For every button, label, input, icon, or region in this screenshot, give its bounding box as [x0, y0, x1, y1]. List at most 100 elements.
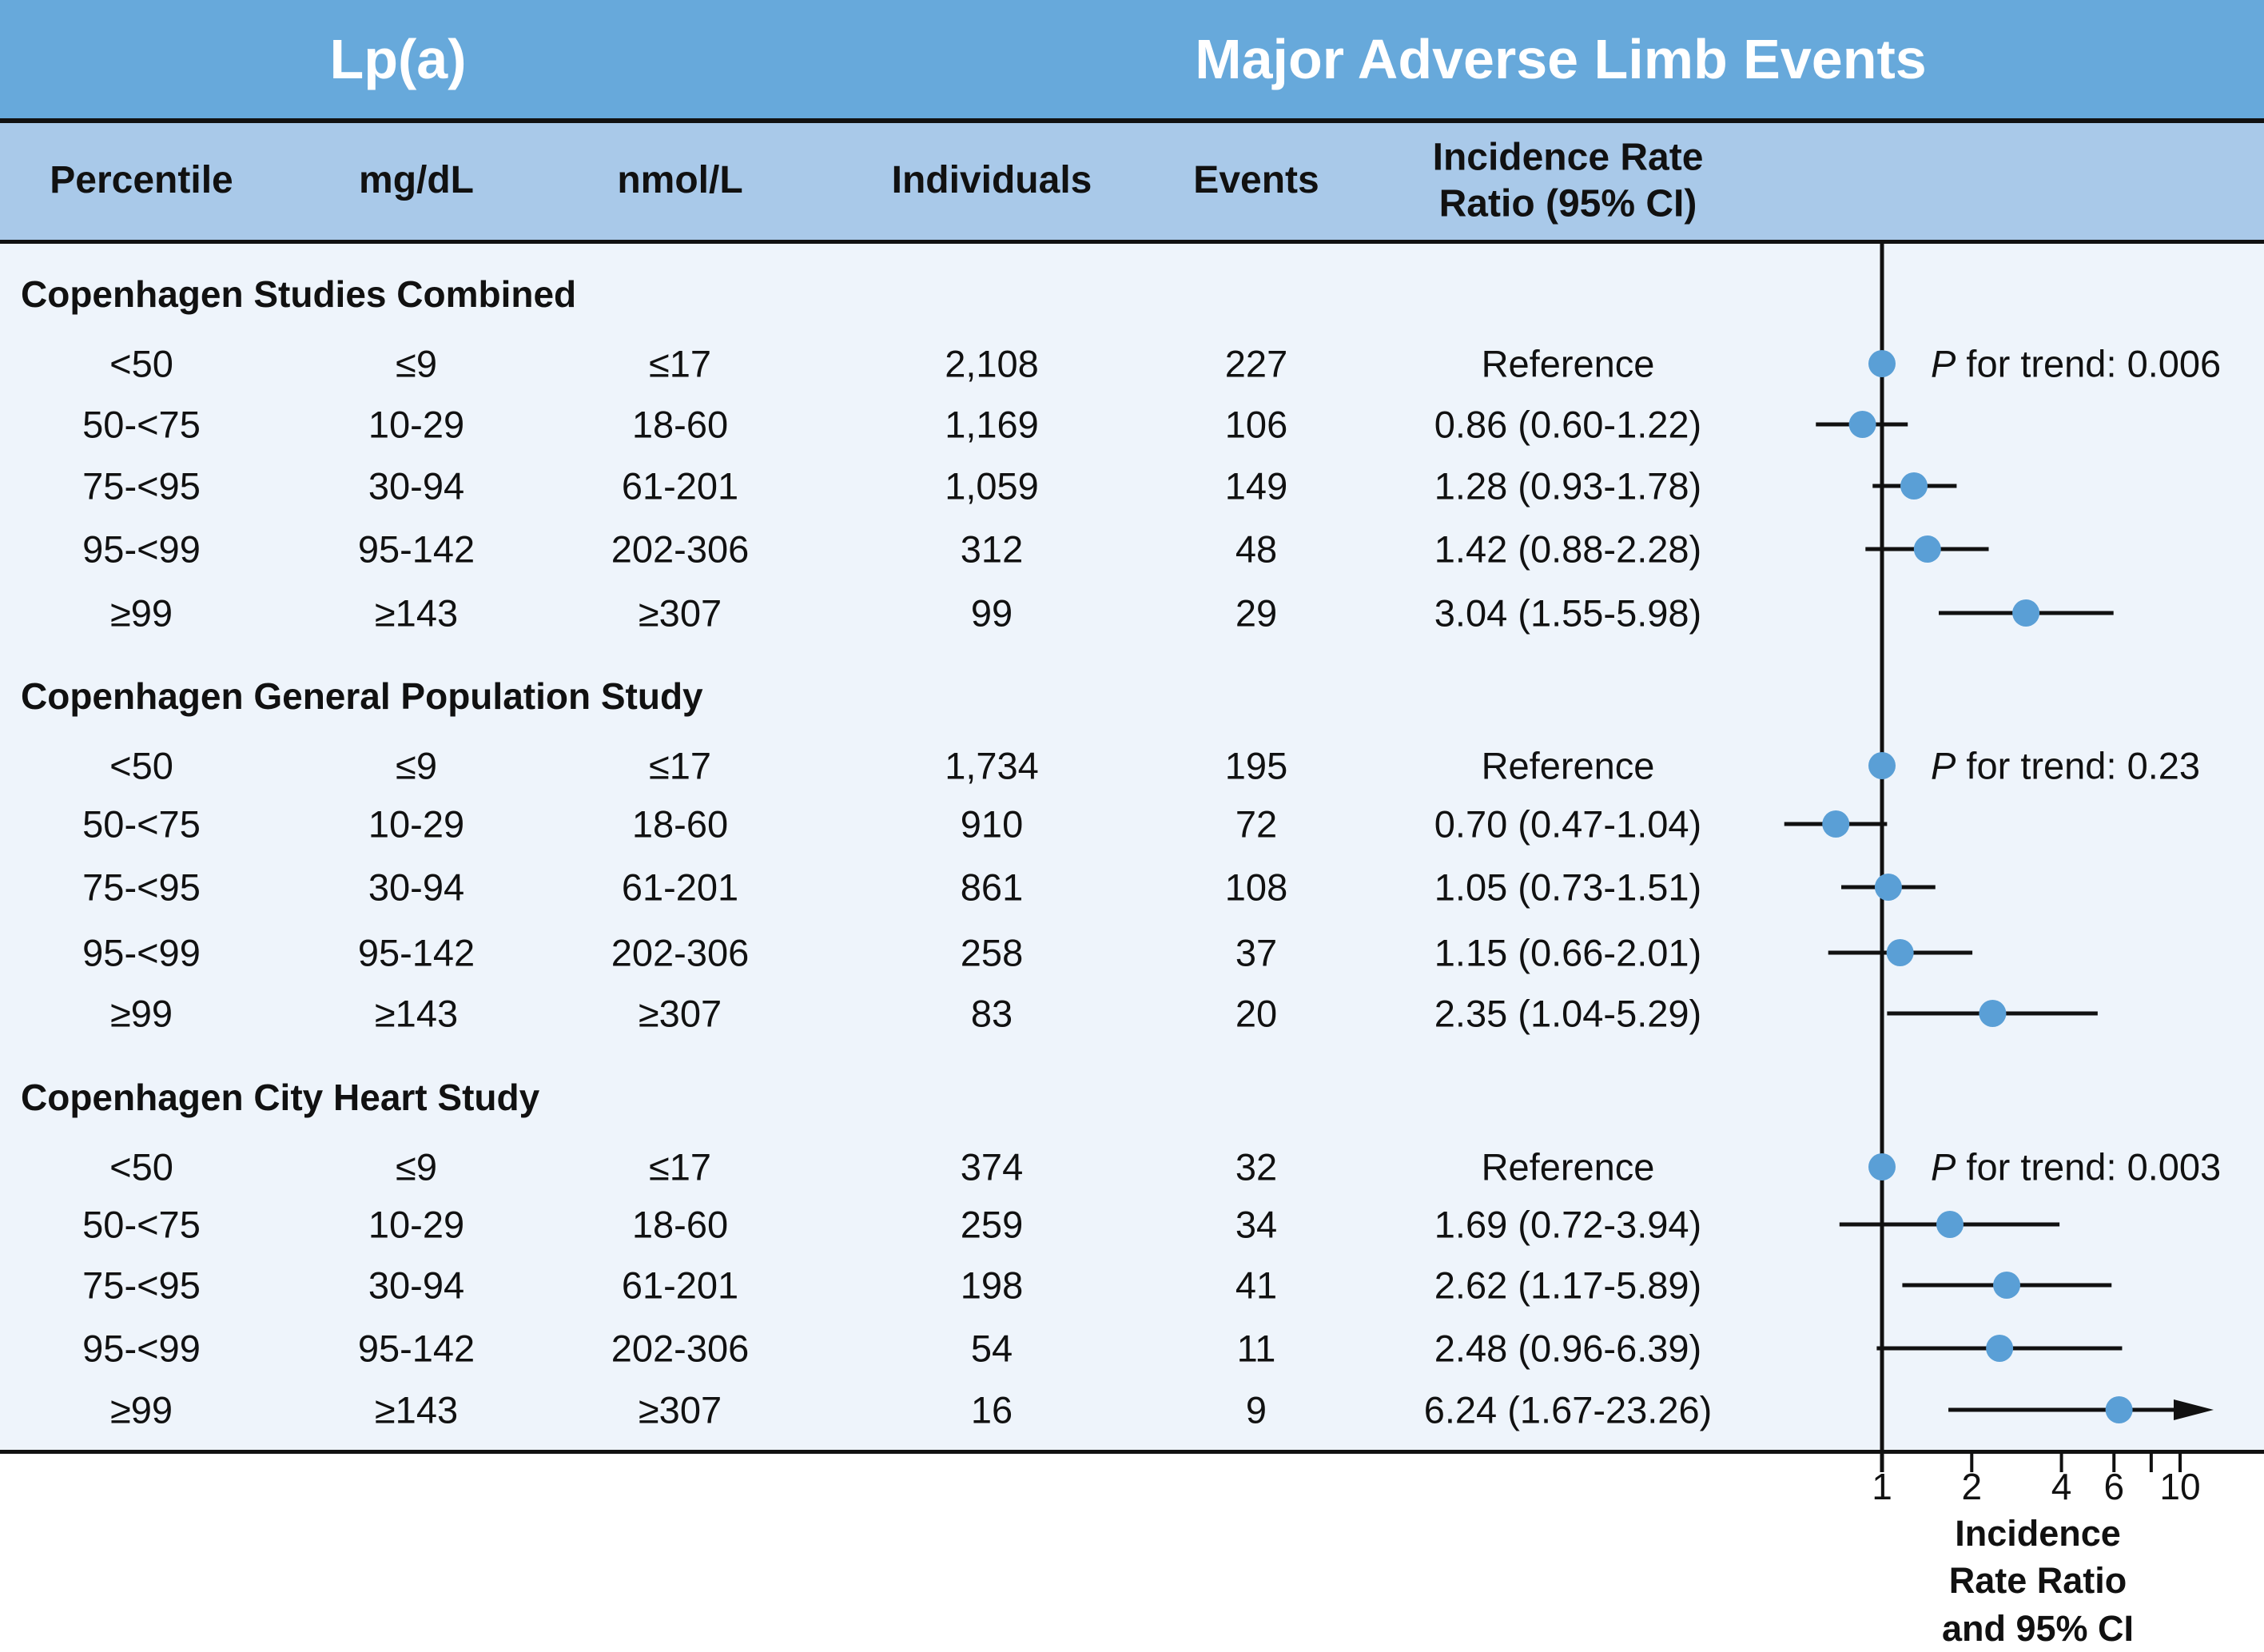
cell-percentile: ≥99 — [109, 1388, 173, 1431]
cell-individuals: 54 — [970, 1327, 1013, 1370]
x-tick-label: 2 — [1961, 1466, 1982, 1507]
cell-events: 20 — [1235, 992, 1278, 1035]
table-body — [0, 244, 2264, 1450]
cell-mgdl: ≥143 — [374, 992, 459, 1035]
cell-nmol: 61-201 — [621, 1264, 739, 1307]
cell-individuals: 1,169 — [945, 403, 1039, 446]
cell-events: 195 — [1224, 744, 1288, 787]
cell-nmol: ≤17 — [648, 744, 712, 787]
column-header-irr: Incidence Rate Ratio (95% CI) — [1432, 136, 1704, 225]
x-tick-label: 4 — [2051, 1466, 2072, 1507]
cell-nmol: 202-306 — [611, 931, 750, 974]
cell-individuals: 83 — [970, 992, 1013, 1035]
cell-nmol: 18-60 — [631, 802, 729, 846]
cell-irr: Reference — [1481, 1145, 1655, 1188]
cell-events: 29 — [1235, 591, 1278, 635]
column-header-nmol: nmol/L — [617, 159, 743, 201]
cell-nmol: 202-306 — [611, 527, 750, 571]
cell-irr: 1.42 (0.88-2.28) — [1434, 527, 1702, 571]
estimate-point — [1848, 411, 1876, 438]
cell-percentile: <50 — [109, 1145, 173, 1188]
x-tick-label: 1 — [1872, 1466, 1892, 1507]
estimate-point — [1886, 939, 1914, 966]
estimate-point — [2105, 1396, 2133, 1423]
estimate-point — [1900, 472, 1928, 500]
estimate-point — [1868, 1153, 1896, 1180]
cell-nmol: 61-201 — [621, 464, 739, 508]
cell-percentile: 50-<75 — [82, 1203, 201, 1246]
cell-mgdl: ≤9 — [396, 744, 437, 787]
cell-percentile: ≥99 — [109, 992, 173, 1035]
cell-percentile: 50-<75 — [82, 802, 201, 846]
estimate-point — [1822, 810, 1850, 838]
cell-mgdl: 95-142 — [357, 527, 475, 571]
cell-percentile: 95-<99 — [82, 527, 201, 571]
p-symbol: P — [1931, 744, 1956, 787]
header-group-band — [0, 0, 2264, 118]
estimate-point — [2012, 599, 2040, 627]
cell-events: 37 — [1235, 931, 1278, 974]
cell-nmol: 61-201 — [621, 866, 739, 909]
cell-irr: 6.24 (1.67-23.26) — [1423, 1388, 1713, 1431]
cell-irr: 2.62 (1.17-5.89) — [1434, 1264, 1702, 1307]
cell-events: 34 — [1235, 1203, 1278, 1246]
cell-individuals: 861 — [960, 866, 1024, 909]
cell-events: 11 — [1236, 1327, 1276, 1370]
cell-percentile: 75-<95 — [82, 1264, 201, 1307]
estimate-point — [1868, 350, 1896, 377]
cell-mgdl: 10-29 — [368, 802, 465, 846]
section-title: Copenhagen Studies Combined — [21, 273, 577, 315]
estimate-point — [1986, 1335, 2014, 1362]
cell-events: 48 — [1235, 527, 1278, 571]
estimate-point — [1979, 1000, 2007, 1027]
column-header-mgdl: mg/dL — [359, 159, 474, 201]
cell-mgdl: 95-142 — [357, 1327, 475, 1370]
p-symbol: P — [1931, 1145, 1956, 1188]
cell-events: 227 — [1224, 342, 1288, 385]
header-rule-bottom — [0, 240, 2264, 244]
cell-events: 41 — [1235, 1264, 1278, 1307]
cell-nmol: ≤17 — [648, 342, 712, 385]
cell-individuals: 312 — [960, 527, 1024, 571]
cell-percentile: <50 — [109, 744, 173, 787]
cell-irr: 0.70 (0.47-1.04) — [1434, 802, 1702, 846]
cell-irr: Reference — [1481, 342, 1655, 385]
cell-nmol: 202-306 — [611, 1327, 750, 1370]
cell-irr: Reference — [1481, 744, 1655, 787]
cell-irr: 2.35 (1.04-5.29) — [1434, 992, 1702, 1035]
cell-events: 149 — [1224, 464, 1288, 508]
section-title: Copenhagen City Heart Study — [21, 1077, 540, 1118]
p-for-trend: P for trend: 0.23 — [1931, 747, 2200, 785]
estimate-point — [1993, 1272, 2021, 1299]
column-header-events: Events — [1193, 159, 1319, 201]
x-tick-label: 10 — [2159, 1466, 2200, 1507]
x-tick-label: 6 — [2103, 1466, 2124, 1507]
cell-individuals: 259 — [960, 1203, 1024, 1246]
cell-nmol: ≤17 — [648, 1145, 712, 1188]
cell-irr: 1.15 (0.66-2.01) — [1434, 931, 1702, 974]
estimate-point — [1913, 535, 1941, 563]
header-column-band — [0, 123, 2264, 240]
section-title: Copenhagen General Population Study — [21, 675, 703, 717]
cell-irr: 3.04 (1.55-5.98) — [1434, 591, 1702, 635]
cell-individuals: 16 — [970, 1388, 1013, 1431]
cell-mgdl: ≤9 — [396, 342, 437, 385]
cell-mgdl: ≤9 — [396, 1145, 437, 1188]
cell-percentile: 75-<95 — [82, 464, 201, 508]
cell-irr: 1.28 (0.93-1.78) — [1434, 464, 1702, 508]
cell-events: 106 — [1224, 403, 1288, 446]
group-header-male: Major Adverse Limb Events — [1195, 28, 1927, 90]
cell-percentile: 50-<75 — [82, 403, 201, 446]
cell-individuals: 374 — [960, 1145, 1024, 1188]
cell-events: 108 — [1224, 866, 1288, 909]
cell-irr: 2.48 (0.96-6.39) — [1434, 1327, 1702, 1370]
x-axis-label: Incidence Rate Ratio and 95% CI — [1941, 1512, 2135, 1649]
cell-irr: 1.05 (0.73-1.51) — [1434, 866, 1702, 909]
cell-events: 72 — [1235, 802, 1278, 846]
cell-individuals: 99 — [970, 591, 1013, 635]
cell-nmol: 18-60 — [631, 403, 729, 446]
cell-individuals: 198 — [960, 1264, 1024, 1307]
table-bottom-rule — [0, 1450, 2264, 1454]
cell-individuals: 1,734 — [945, 744, 1039, 787]
